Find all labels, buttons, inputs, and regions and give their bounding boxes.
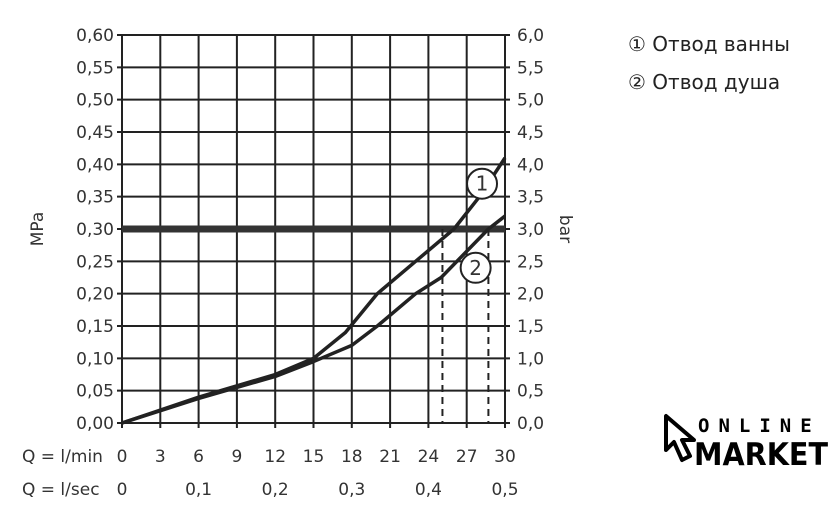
y-tick-left: 0,30 — [76, 220, 114, 240]
legend-label: Отвод душа — [652, 70, 781, 94]
y-tick-right: 5,5 — [517, 58, 544, 78]
legend-item-1: ① Отвод ванны — [628, 32, 790, 56]
series-label-2: 2 — [469, 256, 482, 280]
legend-symbol: ② — [628, 70, 646, 94]
x-label-sec: Q = l/sec — [22, 480, 100, 500]
x-tick-sec: 0,5 — [491, 480, 518, 500]
legend-symbol: ① — [628, 32, 646, 56]
y-tick-left: 0,45 — [76, 123, 114, 143]
x-tick-min: 27 — [456, 447, 478, 467]
x-tick-sec: 0,2 — [262, 480, 289, 500]
y-tick-left: 0,25 — [76, 252, 114, 272]
x-tick-sec: 0,4 — [415, 480, 442, 500]
y-tick-left: 0,05 — [76, 382, 114, 402]
x-tick-min: 9 — [231, 447, 242, 467]
x-tick-min: 12 — [264, 447, 286, 467]
y-tick-left: 0,40 — [76, 155, 114, 175]
y-tick-right: 4,0 — [517, 155, 544, 175]
chart: 0,000,050,100,150,200,250,300,350,400,45… — [22, 26, 575, 500]
y-tick-right: 3,0 — [517, 220, 544, 240]
series-line-2 — [121, 214, 507, 425]
x-tick-sec: 0 — [117, 480, 128, 500]
cursor-icon — [664, 414, 696, 462]
y-tick-left: 0,55 — [76, 58, 114, 78]
y-tick-right: 0,0 — [517, 414, 544, 434]
y-tick-right: 3,5 — [517, 188, 544, 208]
y-tick-right: 5,0 — [517, 91, 544, 111]
x-tick-sec: 0,1 — [185, 480, 212, 500]
y-tick-left: 0,50 — [76, 91, 114, 111]
x-tick-min: 3 — [155, 447, 166, 467]
y-tick-left: 0,60 — [76, 26, 114, 46]
y-tick-right: 0,5 — [517, 382, 544, 402]
logo-line2: MARKET — [694, 437, 828, 470]
logo-line1: ONLINE — [698, 415, 821, 437]
legend-item-2: ② Отвод душа — [628, 70, 780, 94]
y-tick-right: 6,0 — [517, 26, 544, 46]
y-tick-left: 0,10 — [76, 349, 114, 369]
y-tick-left: 0,20 — [76, 285, 114, 305]
y-tick-right: 1,5 — [517, 317, 544, 337]
y-tick-right: 2,5 — [517, 252, 544, 272]
x-tick-min: 30 — [494, 447, 516, 467]
x-label-min: Q = l/min — [22, 447, 103, 467]
y-tick-right: 1,0 — [517, 349, 544, 369]
series-marker-1 — [466, 167, 499, 200]
y-tick-left: 0,35 — [76, 188, 114, 208]
x-tick-min: 15 — [303, 447, 325, 467]
series-marker-2 — [459, 251, 492, 284]
x-tick-min: 21 — [379, 447, 401, 467]
y-label-left: MPa — [28, 212, 48, 247]
series-label-1: 1 — [476, 172, 489, 196]
online-market-logo: ONLINE MARKET — [664, 414, 828, 470]
x-tick-min: 6 — [193, 447, 204, 467]
y-tick-right: 4,5 — [517, 123, 544, 143]
y-tick-right: 2,0 — [517, 285, 544, 305]
y-tick-left: 0,15 — [76, 317, 114, 337]
x-tick-min: 0 — [117, 447, 128, 467]
x-tick-min: 18 — [341, 447, 363, 467]
x-tick-sec: 0,3 — [338, 480, 365, 500]
y-tick-left: 0,00 — [76, 414, 114, 434]
y-label-right: bar — [555, 215, 575, 243]
x-tick-min: 24 — [418, 447, 440, 467]
legend-label: Отвод ванны — [652, 32, 790, 56]
